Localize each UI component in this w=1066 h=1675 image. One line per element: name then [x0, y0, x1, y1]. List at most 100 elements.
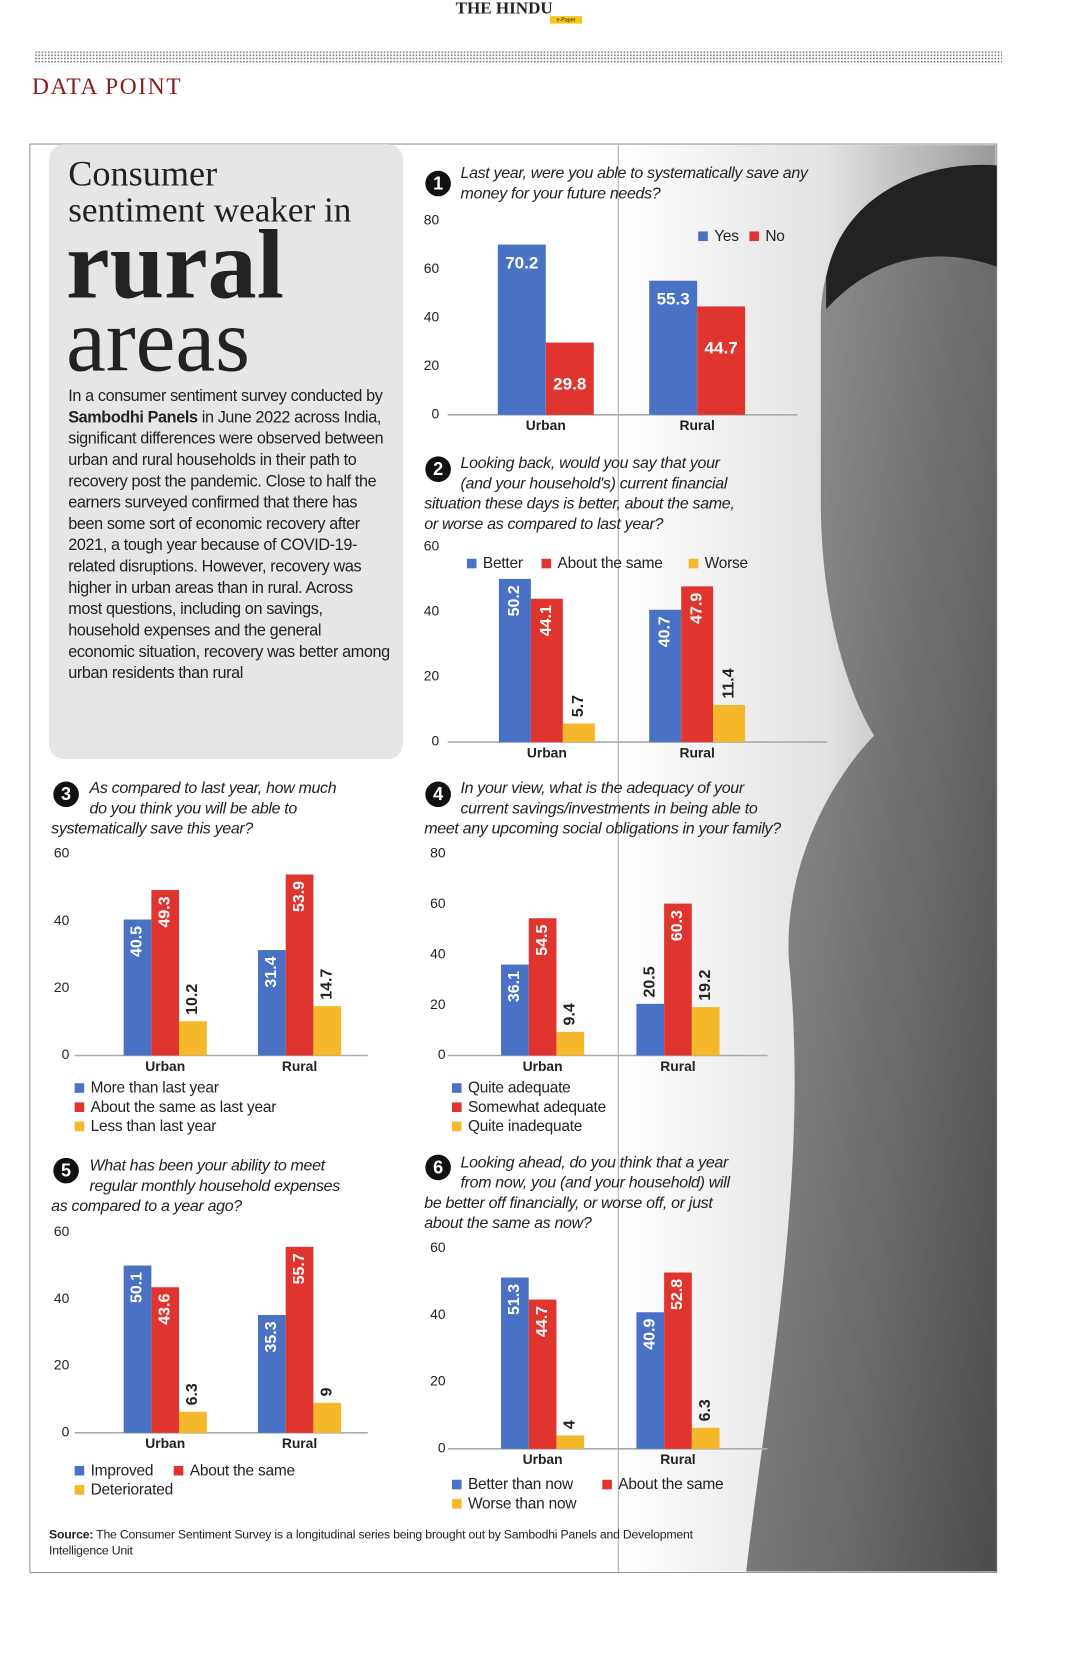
bar	[664, 903, 692, 1056]
y-tick-label: 60	[430, 1239, 446, 1255]
bar	[528, 1299, 557, 1449]
question-number: 4	[433, 784, 443, 804]
divider	[34, 51, 1003, 65]
chart-title: (and your household's) current financial	[461, 475, 728, 492]
value-label: 29.8	[553, 375, 586, 394]
value-label: 70.2	[505, 253, 538, 272]
headline-box	[49, 144, 403, 760]
bar	[664, 1272, 692, 1449]
bar	[545, 342, 594, 415]
question-number-badge	[425, 170, 451, 197]
value-label: 14.7	[318, 969, 335, 1000]
source-label: Source:	[49, 1528, 94, 1542]
x-tick-label: Urban	[523, 1058, 563, 1074]
value-label: 54.5	[534, 925, 551, 956]
legend-label: Quite inadequate	[468, 1118, 582, 1135]
value-label: 5.7	[570, 695, 587, 717]
chart-title: about the same as now?	[424, 1215, 592, 1232]
value-label: 51.3	[506, 1284, 523, 1315]
y-tick-label: 0	[438, 1046, 446, 1062]
y-tick-label: 20	[424, 668, 440, 684]
value-label: 11.4	[720, 668, 737, 698]
legend-swatch	[749, 231, 759, 242]
chart-title: systematically save this year?	[51, 821, 253, 838]
x-tick-label: Rural	[660, 1451, 695, 1467]
x-tick-label: Rural	[679, 417, 714, 433]
value-label: 9.4	[562, 1003, 579, 1025]
value-label: 43.6	[156, 1294, 173, 1325]
x-tick-label: Urban	[527, 744, 567, 760]
photo-figure	[746, 168, 997, 1572]
bar	[313, 1006, 342, 1056]
value-label: 47.9	[688, 593, 705, 624]
chart-title: do you think you will be able to	[90, 800, 298, 817]
y-tick-label: 60	[424, 538, 440, 554]
section-title: DATA POINT	[32, 74, 182, 100]
bar	[501, 1277, 529, 1449]
question-number: 3	[61, 784, 71, 804]
legend-label: About the same	[558, 555, 663, 572]
value-label: 44.1	[538, 605, 555, 636]
x-tick-label: Urban	[145, 1435, 185, 1451]
legend-label: Better	[483, 555, 523, 572]
headline: Consumer	[68, 153, 217, 193]
legend-swatch	[451, 1083, 462, 1093]
chart-title: from now, you (and your household) will	[461, 1175, 731, 1192]
chart-title: In your view, what is the adequacy of yo…	[461, 780, 745, 797]
value-label: 50.2	[506, 585, 523, 616]
bar	[179, 1021, 207, 1056]
legend-label: No	[765, 228, 784, 245]
value-label: 20.5	[641, 966, 658, 997]
value-label: 35.3	[263, 1321, 280, 1352]
y-tick-label: 20	[430, 1373, 446, 1389]
legend-swatch	[451, 1479, 462, 1490]
legend-swatch	[74, 1083, 85, 1093]
intro-text: In a consumer sentiment survey conducted…	[68, 386, 390, 684]
legend-label: Deteriorated	[91, 1482, 173, 1499]
intro-text: in June 2022 across India, significant d…	[68, 408, 390, 683]
question-number-badge	[425, 456, 451, 482]
x-tick-label: Urban	[526, 417, 566, 433]
y-tick-label: 20	[54, 1357, 70, 1373]
intro-emphasis: Sambodhi Panels	[68, 408, 198, 427]
bar	[285, 1246, 314, 1433]
masthead: THE HINDU	[456, 0, 553, 18]
chart-title: meet any upcoming social obligations in …	[424, 821, 781, 838]
value-label: 10.2	[184, 984, 201, 1015]
legend-swatch	[698, 231, 708, 242]
bar	[649, 609, 682, 743]
x-tick-label: Rural	[282, 1058, 317, 1074]
headline-emphasis: rural	[66, 212, 284, 320]
source-text: Source: The Consumer Sentiment Survey is…	[49, 1528, 753, 1560]
headline-emphasis: areas	[66, 291, 250, 390]
value-label: 6.3	[697, 1399, 714, 1421]
legend-swatch	[173, 1465, 184, 1476]
value-label: 9	[318, 1387, 335, 1396]
bar	[556, 1435, 585, 1449]
legend-label: Worse than now	[468, 1495, 577, 1512]
edition: e-Paper	[557, 17, 576, 23]
question-number-badge	[53, 1157, 79, 1184]
value-label: 44.7	[534, 1306, 551, 1337]
x-tick-label: Rural	[660, 1058, 695, 1074]
y-tick-label: 60	[424, 260, 440, 276]
legend-label: About the same	[190, 1462, 295, 1479]
x-tick-label: Urban	[145, 1058, 185, 1074]
intro: In a consumer sentiment survey conducted…	[68, 386, 390, 684]
legend-label: Quite adequate	[468, 1080, 571, 1097]
bar	[528, 918, 557, 1056]
bar	[691, 1427, 720, 1449]
legend-label: Better than now	[468, 1476, 574, 1493]
question-number-badge	[425, 781, 451, 808]
bar	[257, 950, 286, 1056]
bar	[713, 705, 746, 743]
bar	[123, 919, 152, 1056]
y-tick-label: 0	[431, 405, 439, 421]
chart-title: current savings/investments in being abl…	[461, 800, 758, 817]
legend-label: Somewhat adequate	[468, 1099, 606, 1116]
y-tick-label: 20	[54, 979, 70, 995]
bar	[697, 306, 746, 415]
y-tick-label: 40	[424, 308, 440, 324]
legend-swatch	[74, 1465, 85, 1476]
legend-swatch	[541, 558, 552, 569]
